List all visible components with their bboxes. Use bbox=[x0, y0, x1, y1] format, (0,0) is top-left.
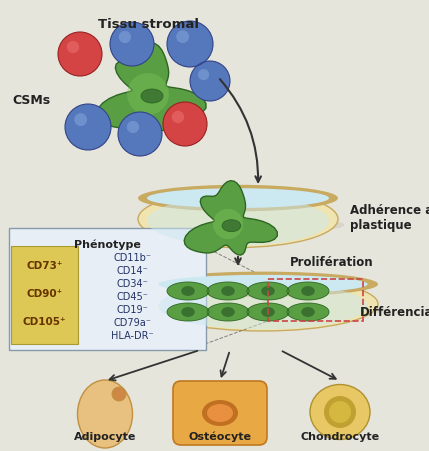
Ellipse shape bbox=[222, 220, 241, 232]
Text: CD79a⁻: CD79a⁻ bbox=[113, 318, 151, 327]
Polygon shape bbox=[127, 74, 169, 115]
Circle shape bbox=[329, 401, 351, 423]
Circle shape bbox=[198, 70, 209, 81]
Polygon shape bbox=[184, 181, 277, 256]
Circle shape bbox=[127, 121, 139, 134]
Ellipse shape bbox=[301, 286, 315, 296]
Text: Tissu stromal: Tissu stromal bbox=[97, 18, 199, 31]
Circle shape bbox=[112, 387, 126, 401]
Ellipse shape bbox=[207, 404, 233, 422]
Text: CD90⁺: CD90⁺ bbox=[27, 288, 63, 299]
Ellipse shape bbox=[138, 191, 338, 248]
Ellipse shape bbox=[148, 272, 378, 297]
Text: CD105⁺: CD105⁺ bbox=[23, 316, 66, 326]
Circle shape bbox=[74, 114, 87, 127]
Ellipse shape bbox=[287, 304, 329, 321]
Text: Prolifération: Prolifération bbox=[290, 256, 374, 269]
Ellipse shape bbox=[139, 216, 344, 235]
Ellipse shape bbox=[167, 304, 209, 321]
Ellipse shape bbox=[247, 282, 289, 300]
Circle shape bbox=[176, 31, 189, 44]
Circle shape bbox=[324, 396, 356, 428]
Text: Adipocyte: Adipocyte bbox=[74, 431, 136, 441]
Ellipse shape bbox=[221, 286, 235, 296]
Ellipse shape bbox=[221, 308, 235, 317]
Ellipse shape bbox=[181, 286, 195, 296]
FancyBboxPatch shape bbox=[173, 381, 267, 445]
Circle shape bbox=[119, 32, 131, 44]
Ellipse shape bbox=[167, 282, 209, 300]
Ellipse shape bbox=[310, 385, 370, 440]
Text: Ostéocyte: Ostéocyte bbox=[188, 431, 251, 441]
Text: Adhérence au
plastique: Adhérence au plastique bbox=[350, 203, 429, 231]
Circle shape bbox=[58, 33, 102, 77]
Circle shape bbox=[190, 62, 230, 102]
Circle shape bbox=[167, 22, 213, 68]
Circle shape bbox=[110, 23, 154, 67]
Ellipse shape bbox=[247, 304, 289, 321]
Ellipse shape bbox=[149, 302, 385, 318]
Ellipse shape bbox=[207, 304, 249, 321]
Circle shape bbox=[163, 103, 207, 147]
Circle shape bbox=[67, 41, 79, 54]
Ellipse shape bbox=[202, 400, 238, 426]
Bar bbox=[268, 279, 363, 321]
Ellipse shape bbox=[78, 380, 133, 448]
Text: CD34⁻: CD34⁻ bbox=[116, 278, 148, 288]
Circle shape bbox=[118, 113, 162, 156]
Ellipse shape bbox=[148, 277, 378, 331]
Ellipse shape bbox=[207, 282, 249, 300]
Ellipse shape bbox=[141, 90, 163, 104]
Text: HLA-DR⁻: HLA-DR⁻ bbox=[111, 330, 153, 340]
Text: CD73⁺: CD73⁺ bbox=[26, 260, 63, 271]
Ellipse shape bbox=[158, 283, 368, 330]
Ellipse shape bbox=[261, 308, 275, 317]
Circle shape bbox=[65, 105, 111, 151]
Polygon shape bbox=[213, 209, 243, 239]
Ellipse shape bbox=[158, 275, 368, 294]
Circle shape bbox=[172, 111, 184, 124]
Text: CD14⁻: CD14⁻ bbox=[116, 265, 148, 276]
Text: CSMs: CSMs bbox=[12, 93, 50, 106]
Polygon shape bbox=[97, 44, 206, 131]
FancyBboxPatch shape bbox=[9, 229, 206, 350]
Text: CD11b⁻: CD11b⁻ bbox=[113, 253, 151, 262]
Text: Différenciation: Différenciation bbox=[360, 306, 429, 319]
Ellipse shape bbox=[138, 185, 338, 212]
FancyBboxPatch shape bbox=[11, 246, 78, 344]
Text: Chondrocyte: Chondrocyte bbox=[300, 431, 380, 441]
Ellipse shape bbox=[301, 308, 315, 317]
Ellipse shape bbox=[181, 308, 195, 317]
Text: CD45⁻: CD45⁻ bbox=[116, 291, 148, 301]
Text: Phénotype: Phénotype bbox=[74, 239, 141, 250]
Ellipse shape bbox=[147, 189, 329, 208]
Ellipse shape bbox=[287, 282, 329, 300]
Text: CD19⁻: CD19⁻ bbox=[116, 304, 148, 314]
Ellipse shape bbox=[261, 286, 275, 296]
Ellipse shape bbox=[147, 197, 329, 246]
